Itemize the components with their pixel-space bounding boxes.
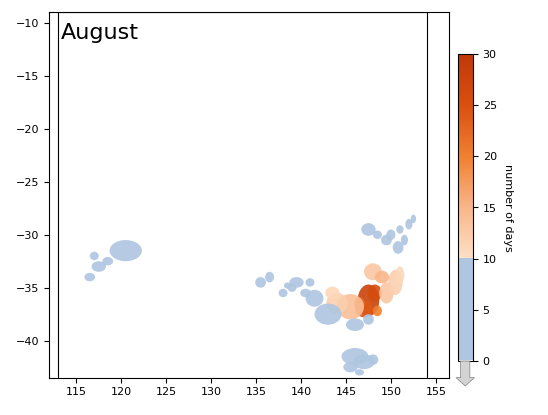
Ellipse shape (300, 289, 311, 297)
Ellipse shape (401, 235, 408, 245)
Ellipse shape (353, 354, 375, 369)
Ellipse shape (341, 348, 368, 365)
Ellipse shape (358, 285, 379, 316)
Ellipse shape (355, 369, 364, 376)
Ellipse shape (265, 272, 274, 282)
Ellipse shape (388, 270, 403, 295)
Ellipse shape (90, 251, 99, 260)
Ellipse shape (363, 314, 374, 325)
Ellipse shape (354, 297, 365, 310)
Ellipse shape (284, 282, 291, 289)
Ellipse shape (306, 278, 315, 287)
Ellipse shape (393, 241, 403, 254)
Ellipse shape (381, 235, 392, 245)
Ellipse shape (361, 223, 375, 236)
Ellipse shape (373, 230, 382, 239)
Ellipse shape (406, 219, 413, 229)
Ellipse shape (110, 240, 142, 261)
Ellipse shape (278, 289, 288, 297)
Ellipse shape (315, 303, 341, 325)
Ellipse shape (368, 285, 382, 301)
Ellipse shape (364, 264, 382, 280)
Text: August: August (61, 23, 139, 44)
Ellipse shape (337, 294, 364, 320)
Ellipse shape (288, 283, 296, 292)
Ellipse shape (396, 266, 404, 283)
Ellipse shape (306, 290, 323, 307)
Ellipse shape (368, 354, 378, 365)
Ellipse shape (326, 287, 340, 299)
Ellipse shape (255, 277, 266, 288)
Ellipse shape (396, 225, 403, 234)
Ellipse shape (343, 362, 358, 372)
Ellipse shape (102, 257, 113, 266)
Ellipse shape (373, 306, 382, 316)
Y-axis label: number of days: number of days (504, 164, 513, 251)
Ellipse shape (410, 215, 416, 223)
Ellipse shape (386, 229, 396, 240)
Ellipse shape (379, 282, 393, 303)
Ellipse shape (326, 293, 348, 314)
Ellipse shape (375, 271, 389, 283)
Ellipse shape (346, 318, 364, 331)
Ellipse shape (289, 277, 304, 288)
Ellipse shape (92, 261, 106, 272)
Ellipse shape (84, 273, 95, 281)
Ellipse shape (355, 300, 373, 317)
